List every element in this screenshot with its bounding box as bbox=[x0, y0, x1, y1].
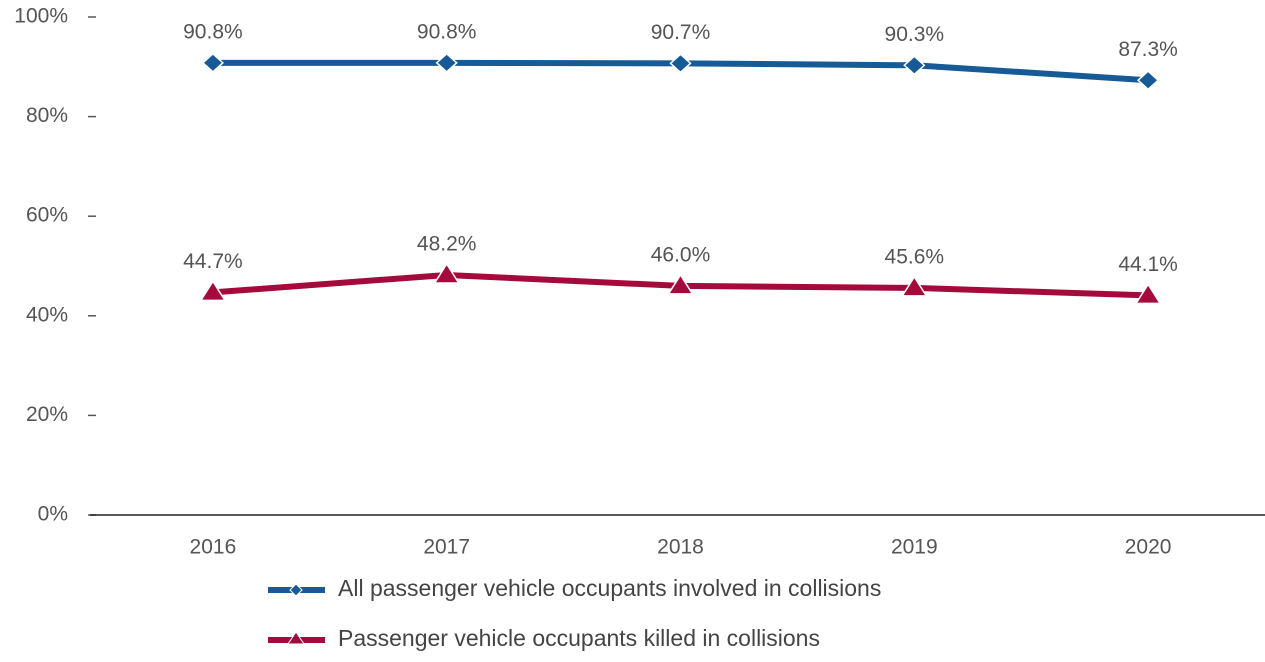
marker bbox=[903, 55, 926, 76]
marker bbox=[1136, 70, 1160, 91]
marker bbox=[199, 279, 227, 302]
x-tick-label: 2018 bbox=[657, 536, 704, 559]
y-tick-label: 60% bbox=[26, 204, 68, 227]
marker bbox=[435, 52, 458, 73]
marker bbox=[900, 275, 928, 297]
x-tick-label: 2019 bbox=[891, 536, 938, 559]
data-label: 87.3% bbox=[1118, 38, 1178, 61]
data-label: 90.7% bbox=[651, 21, 711, 44]
data-label: 90.8% bbox=[183, 20, 243, 43]
y-tick-label: 100% bbox=[14, 5, 68, 28]
y-tick-label: 0% bbox=[38, 503, 68, 526]
x-tick-label: 2016 bbox=[190, 536, 237, 559]
y-tick-label: 40% bbox=[26, 303, 68, 326]
data-label: 45.6% bbox=[885, 245, 945, 268]
x-tick-label: 2020 bbox=[1125, 536, 1172, 559]
y-tick-label: 20% bbox=[26, 403, 68, 426]
data-label: 44.7% bbox=[183, 250, 243, 273]
marker bbox=[669, 53, 692, 74]
data-label: 90.3% bbox=[885, 23, 945, 46]
legend-text: Passenger vehicle occupants killed in co… bbox=[338, 625, 820, 651]
y-tick-label: 80% bbox=[26, 104, 68, 127]
marker bbox=[1134, 282, 1162, 305]
data-label: 46.0% bbox=[651, 243, 711, 266]
legend-text: All passenger vehicle occupants involved… bbox=[338, 575, 881, 601]
marker bbox=[201, 52, 225, 73]
marker bbox=[667, 273, 694, 295]
x-tick-label: 2017 bbox=[423, 536, 470, 559]
legend-marker bbox=[289, 583, 303, 597]
data-label: 48.2% bbox=[417, 233, 477, 256]
data-label: 44.1% bbox=[1118, 253, 1178, 276]
data-label: 90.8% bbox=[417, 20, 477, 43]
legend-marker bbox=[287, 631, 305, 645]
marker bbox=[433, 262, 461, 284]
